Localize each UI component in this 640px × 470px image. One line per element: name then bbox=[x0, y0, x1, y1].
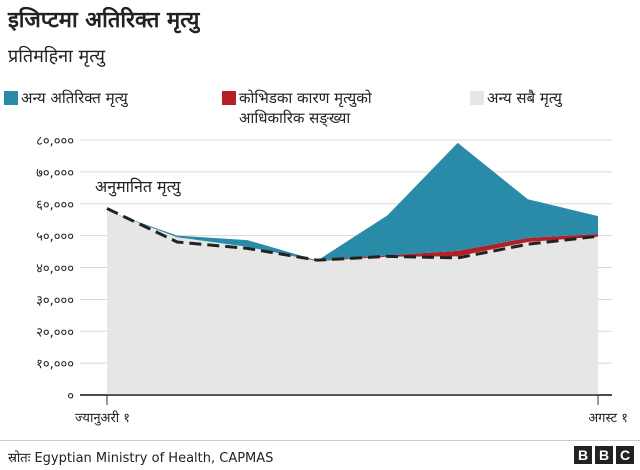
legend-label: कोभिडका कारण मृत्युको आधिकारिक सङ्ख्या bbox=[239, 89, 372, 127]
area-series-0 bbox=[107, 210, 598, 395]
legend-item-covid: कोभिडका कारण मृत्युको आधिकारिक सङ्ख्या bbox=[222, 88, 422, 128]
y-tick-label: २०,००० bbox=[36, 325, 74, 340]
bbc-logo-letter: B bbox=[574, 446, 592, 464]
y-tick-label: ५०,००० bbox=[36, 230, 74, 245]
legend-swatch bbox=[470, 91, 484, 105]
chart-title: इजिप्टमा अतिरिक्त मृत्यु bbox=[8, 8, 200, 33]
y-tick-label: १०,००० bbox=[36, 357, 74, 372]
chart-area: ० १०,००० २०,००० ३०,००० ४०,००० ५०,००० ६०,००० ७०,… bbox=[36, 134, 628, 426]
legend-label: अन्य अतिरिक्त मृत्यु bbox=[21, 89, 128, 107]
y-tick-label: ३०,००० bbox=[36, 293, 74, 308]
legend-label: अन्य सबै मृत्यु bbox=[487, 89, 562, 107]
x-tick-label: अगस्ट १ bbox=[588, 411, 628, 426]
area-series-2 bbox=[107, 142, 598, 261]
area-series-1 bbox=[107, 210, 598, 262]
y-tick-label: ८०,००० bbox=[36, 134, 74, 149]
chart-subtitle: प्रतिमहिना मृत्यु bbox=[8, 46, 105, 67]
y-tick-label: ४०,००० bbox=[36, 262, 74, 277]
expected-deaths-line bbox=[106, 207, 599, 262]
bbc-logo-letter: B bbox=[595, 446, 613, 464]
legend-swatch bbox=[4, 91, 18, 105]
legend-item-other-excess: अन्य अतिरिक्त मृत्यु bbox=[4, 88, 128, 108]
legend-item-other-deaths: अन्य सबै मृत्यु bbox=[470, 88, 562, 108]
x-tick-label: ज्यानुअरी १ bbox=[75, 410, 130, 426]
footer-divider bbox=[0, 440, 640, 441]
bbc-logo-letter: C bbox=[616, 446, 634, 464]
legend-swatch bbox=[222, 91, 236, 105]
y-tick-label: ० bbox=[67, 389, 74, 404]
y-tick-label: ६०,००० bbox=[36, 198, 74, 213]
source-text: स्रोतः Egyptian Ministry of Health, CAPM… bbox=[8, 451, 274, 466]
bbc-logo: B B C bbox=[574, 446, 634, 464]
expected-deaths-label: अनुमानित मृत्यु bbox=[95, 177, 182, 197]
y-tick-label: ७०,००० bbox=[36, 166, 74, 181]
